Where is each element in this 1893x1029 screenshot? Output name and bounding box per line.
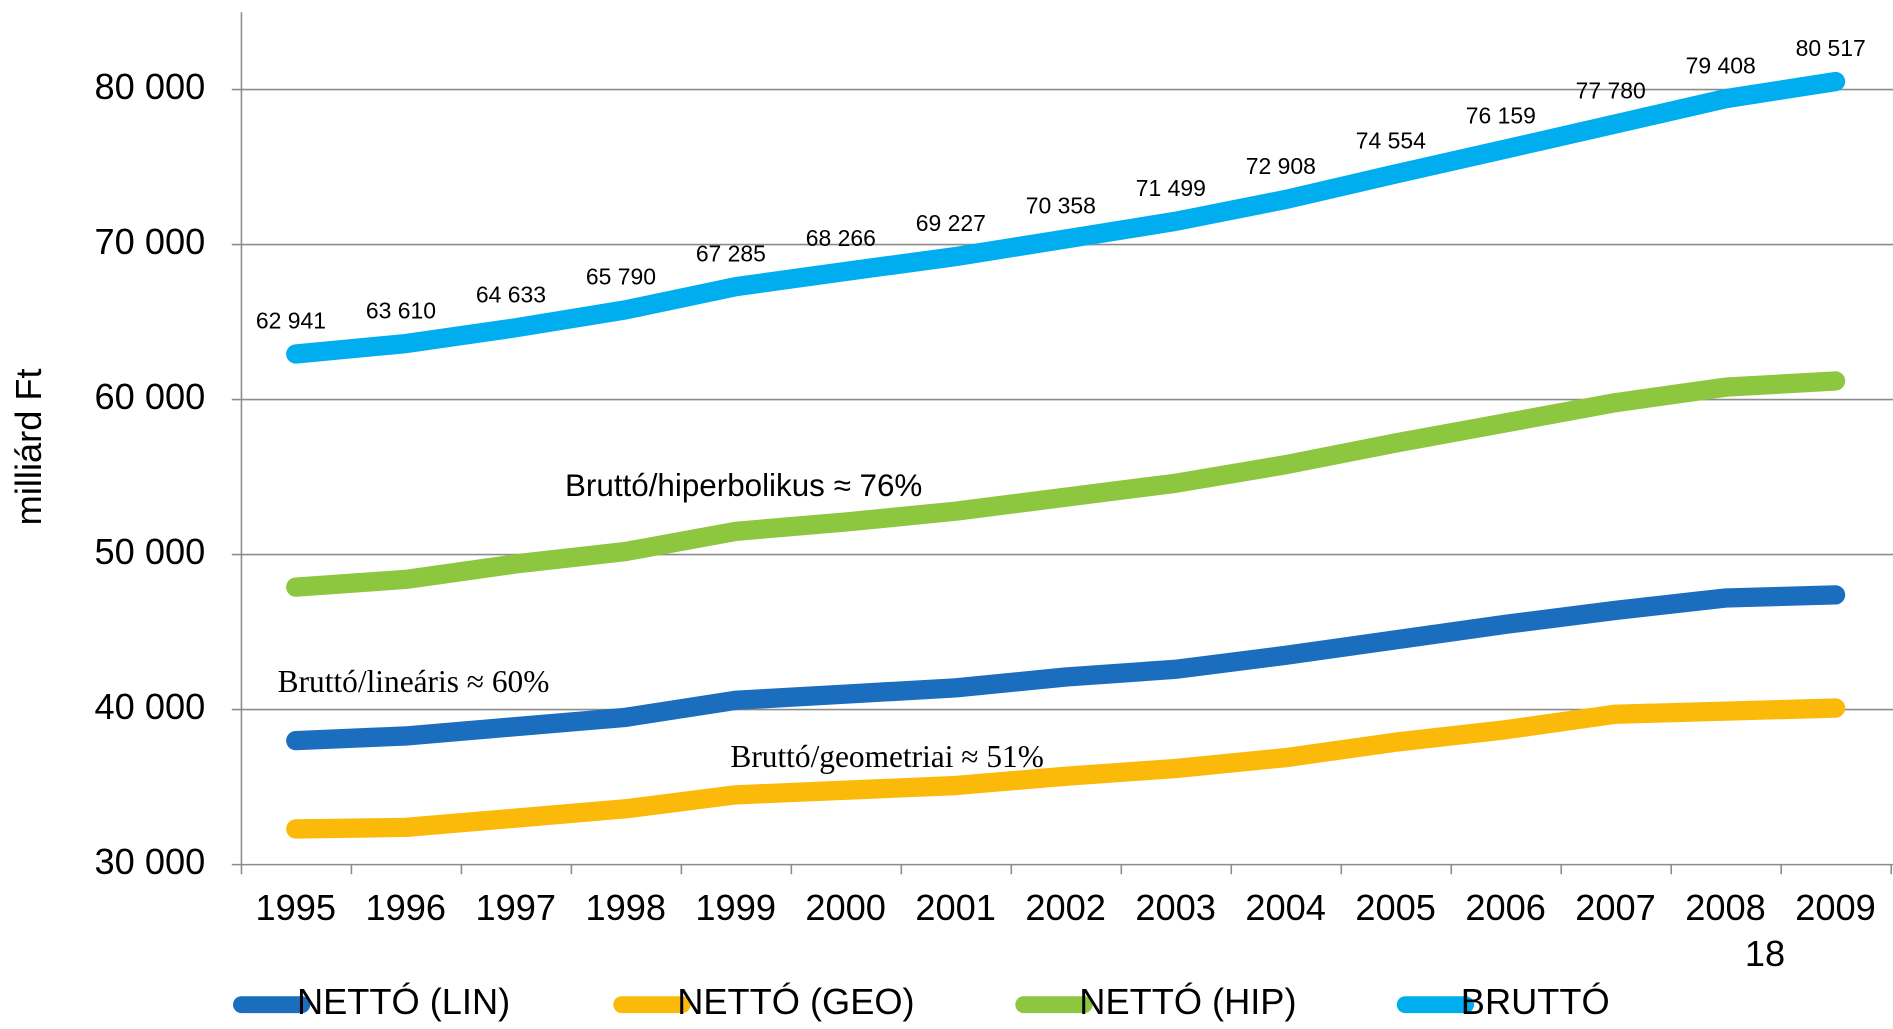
y-tick-label: 40 000 xyxy=(95,686,206,727)
y-tick-label: 70 000 xyxy=(95,221,206,262)
data-label: 67 285 xyxy=(696,240,766,266)
x-tick-label: 2005 xyxy=(1355,887,1436,928)
data-label: 71 499 xyxy=(1136,175,1206,201)
x-tick-label: 2002 xyxy=(1025,887,1106,928)
x-tick-label: 2001 xyxy=(915,887,996,928)
data-label: 70 358 xyxy=(1026,193,1096,219)
x-tick-label: 1996 xyxy=(365,887,446,928)
y-tick-label: 30 000 xyxy=(95,841,206,882)
annotation: Bruttó/lineáris ≈ 60% xyxy=(278,664,550,699)
legend-label: BRUTTÓ xyxy=(1461,981,1610,1022)
x-tick-label: 2009 xyxy=(1795,887,1876,928)
annotation: Bruttó/hiperbolikus ≈ 76% xyxy=(565,468,922,503)
x-tick-label: 2003 xyxy=(1135,887,1216,928)
data-label: 69 227 xyxy=(916,210,986,236)
line xyxy=(296,381,1836,587)
data-label: 80 517 xyxy=(1796,35,1866,61)
x-tick-label: 2000 xyxy=(805,887,886,928)
y-tick-label: 80 000 xyxy=(95,66,206,107)
chart: milliárd Ft Bruttó/hiperbolikus ≈ 76% Br… xyxy=(0,0,1893,1029)
x-tick-label: 2008 xyxy=(1685,887,1766,928)
data-label: 62 941 xyxy=(256,308,326,334)
x-tick-label: 1999 xyxy=(695,887,776,928)
data-label: 64 633 xyxy=(476,281,546,307)
legend-label: NETTÓ (GEO) xyxy=(677,981,914,1022)
x-tick-label: 1995 xyxy=(256,887,337,928)
legend-label: NETTÓ (LIN) xyxy=(297,981,510,1022)
annotation: Bruttó/geometriai ≈ 51% xyxy=(730,739,1043,774)
y-tick-label: 60 000 xyxy=(95,376,206,417)
data-label: 79 408 xyxy=(1686,52,1756,78)
data-label: 65 790 xyxy=(586,263,656,289)
data-label: 76 159 xyxy=(1466,103,1536,129)
data-label: 77 780 xyxy=(1576,78,1646,104)
data-label: 63 610 xyxy=(366,297,436,323)
x-tick-label: 2006 xyxy=(1465,887,1546,928)
data-label: 68 266 xyxy=(806,225,876,251)
y-tick-label: 50 000 xyxy=(95,531,206,572)
y-axis-label: milliárd Ft xyxy=(8,368,49,525)
legend-label: NETTÓ (HIP) xyxy=(1079,981,1296,1022)
x-tick-label: 2004 xyxy=(1245,887,1326,928)
x-tick-label: 1998 xyxy=(585,887,666,928)
page-number: 18 xyxy=(1745,933,1785,974)
x-tick-label: 1997 xyxy=(475,887,556,928)
data-label: 74 554 xyxy=(1356,128,1426,154)
x-tick-label: 2007 xyxy=(1575,887,1656,928)
data-label: 72 908 xyxy=(1246,153,1316,179)
